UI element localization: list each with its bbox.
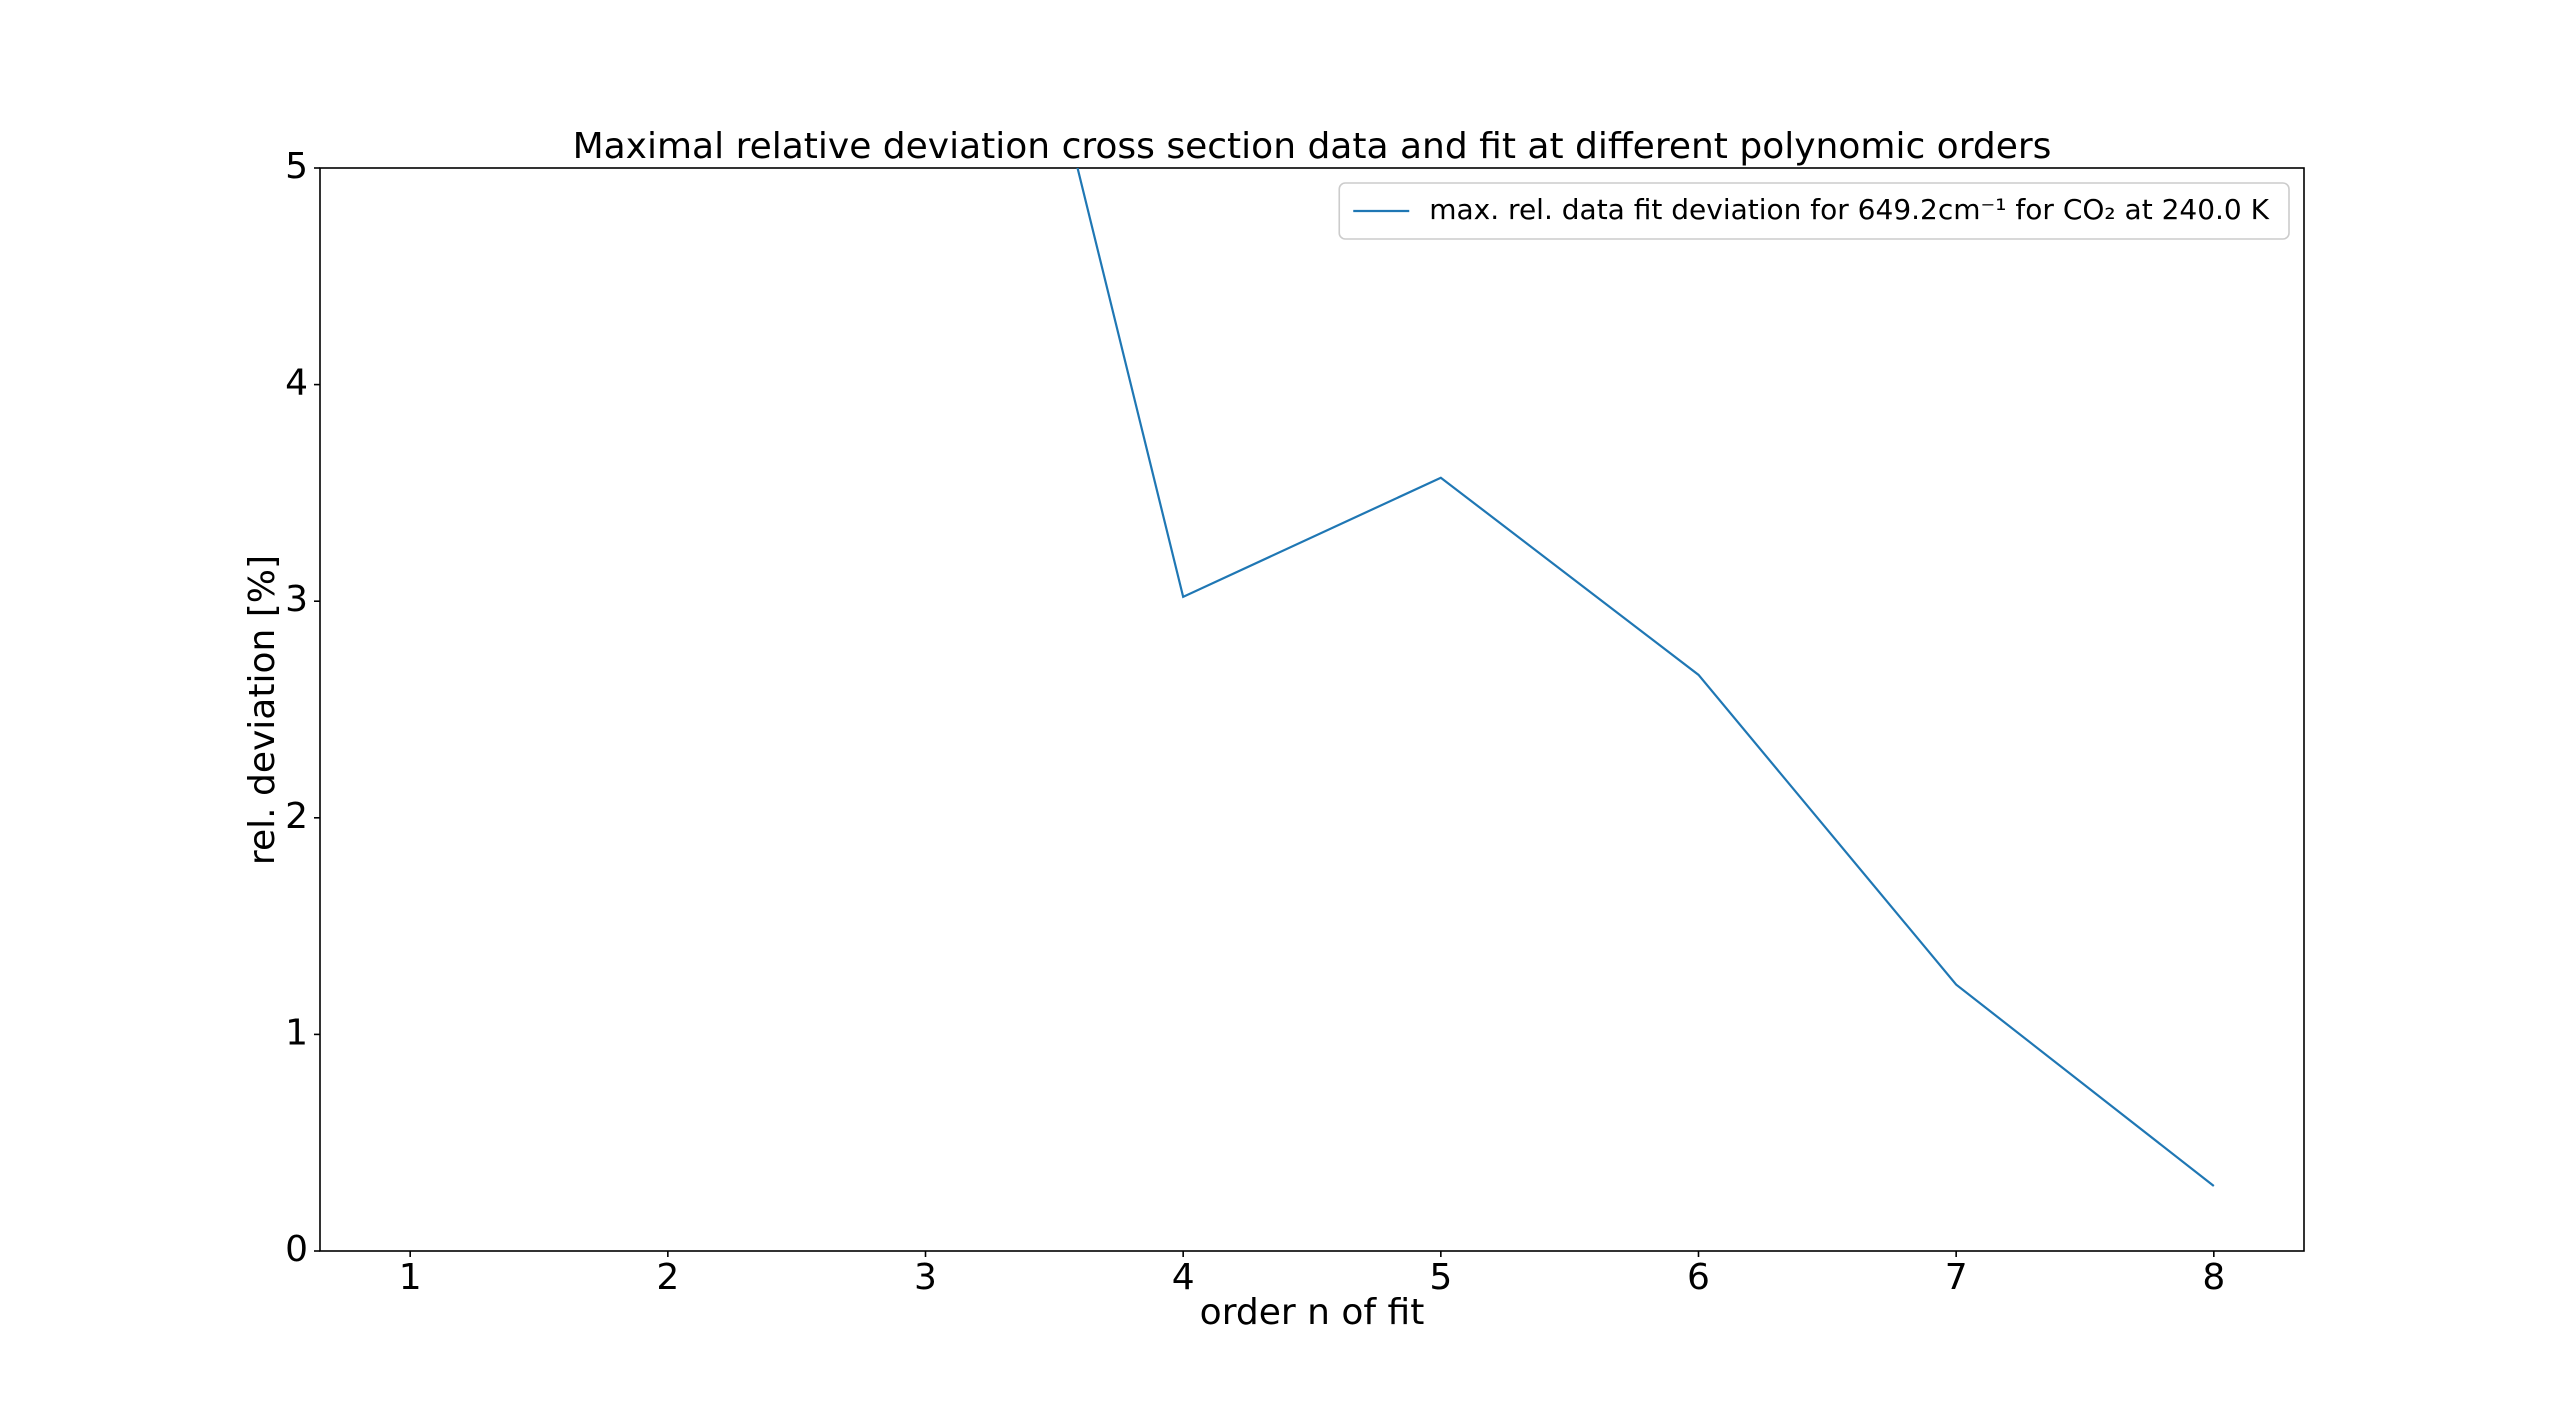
- y-tick-label: 1: [285, 1012, 308, 1053]
- chart-title: Maximal relative deviation cross section…: [573, 126, 2052, 167]
- x-axis-label: order n of fit: [1200, 1292, 1425, 1333]
- x-tick-label: 8: [2202, 1257, 2225, 1298]
- x-tick-label: 3: [914, 1257, 937, 1298]
- x-tick-label: 6: [1687, 1257, 1710, 1298]
- legend-label: max. rel. data fit deviation for 649.2cm…: [1429, 193, 2269, 226]
- y-tick-label: 2: [285, 796, 308, 837]
- x-tick-label: 5: [1429, 1257, 1452, 1298]
- x-tick-label: 2: [656, 1257, 679, 1298]
- y-tick-label: 4: [285, 363, 308, 404]
- x-tick-label: 1: [399, 1257, 422, 1298]
- y-axis-label: rel. deviation [%]: [242, 555, 283, 865]
- y-tick-label: 5: [285, 146, 308, 187]
- plot-frame: [319, 167, 2305, 1252]
- legend: max. rel. data fit deviation for 649.2cm…: [1338, 182, 2290, 240]
- x-tick-label: 7: [1945, 1257, 1968, 1298]
- y-tick-label: 3: [285, 579, 308, 620]
- data-line: [1076, 168, 2215, 1187]
- y-tick-label: 0: [285, 1229, 308, 1270]
- x-tick-label: 4: [1172, 1257, 1195, 1298]
- legend-box: [1338, 182, 2290, 240]
